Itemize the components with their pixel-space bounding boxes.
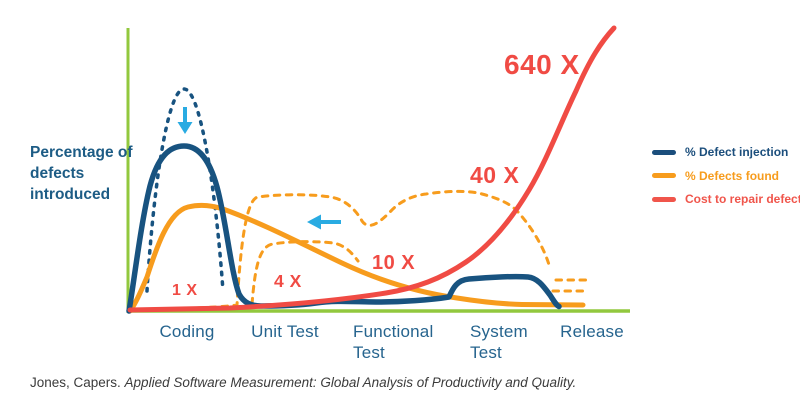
left-arrow-icon xyxy=(307,214,341,230)
citation-author: Jones, Capers. xyxy=(30,375,125,390)
phase-label-functional-test: Functional Test xyxy=(353,322,434,362)
citation: Jones, Capers. Applied Software Measurem… xyxy=(30,375,576,390)
legend-item-cost-to-repair: Cost to repair defect xyxy=(652,192,800,206)
cost-to-repair-curve xyxy=(127,25,617,313)
defects-found-inner-dashed-curve xyxy=(250,240,360,306)
down-arrow-icon xyxy=(177,107,193,134)
legend-swatch-orange xyxy=(652,173,676,178)
legend-swatch-navy xyxy=(652,149,676,155)
cost-annotation-10x: 10 X xyxy=(372,252,416,274)
legend-label: % Defect injection xyxy=(685,145,789,159)
cost-annotation-40x: 40 X xyxy=(470,162,520,188)
legend-item-defects-found: % Defects found xyxy=(652,169,800,183)
legend-item-defect-injection: % Defect injection xyxy=(652,145,800,159)
legend-label: % Defects found xyxy=(685,168,780,183)
cost-annotation-4x: 4 X xyxy=(274,271,302,291)
phase-label-unit-test: Unit Test xyxy=(251,322,319,341)
citation-book-title: Applied Software Measurement: Global Ana… xyxy=(124,375,577,390)
defects-found-target-dashed-curve xyxy=(136,189,552,311)
cost-annotation-1x: 1 X xyxy=(172,282,198,299)
cost-annotation-640x: 640 X xyxy=(504,49,580,80)
phase-label-system-test: System Test xyxy=(470,322,528,362)
legend: % Defect injection % Defects found Cost … xyxy=(652,145,800,216)
y-axis-label: Percentage of defects introduced xyxy=(30,144,133,203)
legend-label: Cost to repair defect xyxy=(685,192,800,206)
phase-label-coding: Coding xyxy=(159,322,215,341)
phase-label-release: Release xyxy=(560,322,624,341)
legend-swatch-red xyxy=(652,196,676,202)
defects-found-curve xyxy=(127,202,586,314)
